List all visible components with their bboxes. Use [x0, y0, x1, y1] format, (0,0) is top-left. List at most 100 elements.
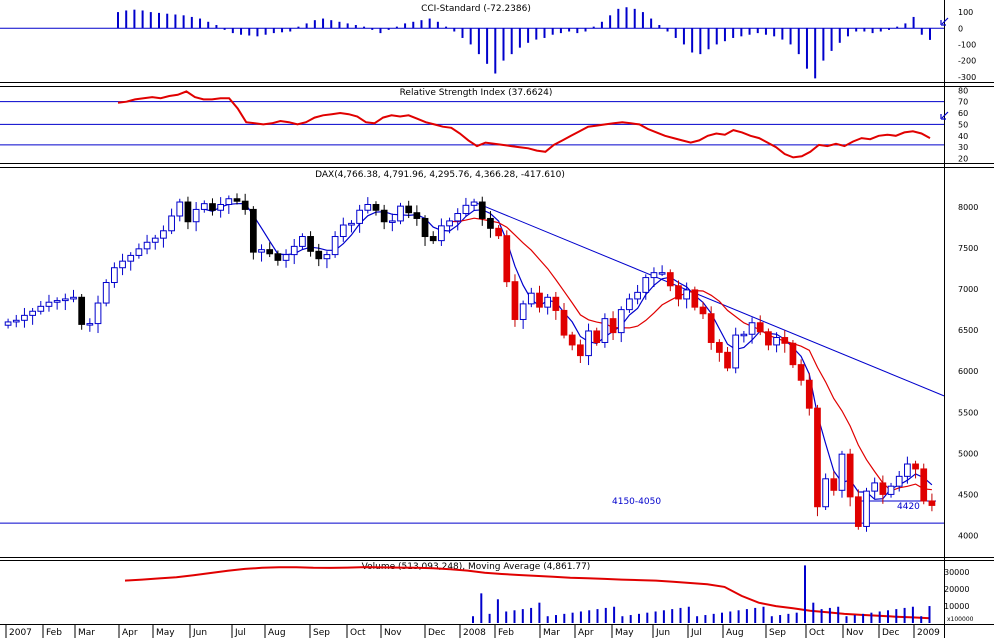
- volume-tick-label: 10000: [944, 602, 969, 611]
- candle-up: [470, 201, 478, 206]
- trendline: [473, 201, 945, 397]
- candle-down: [380, 209, 388, 223]
- x-tick-label: Jun: [655, 628, 670, 638]
- candle-down: [805, 379, 813, 409]
- x-tick-label: Nov: [846, 628, 864, 638]
- cci-title: CCI-Standard (-72.2386): [421, 4, 531, 14]
- candle-down: [307, 236, 314, 252]
- candle-up: [658, 272, 666, 275]
- candle-down: [707, 313, 715, 343]
- rsi-tick-label: 20: [958, 155, 968, 164]
- x-tick-label: Sep: [313, 628, 330, 638]
- x-tick-label: May: [615, 628, 634, 638]
- candle-down: [552, 296, 560, 311]
- price-tick-label: 7500: [958, 244, 978, 253]
- candle-up: [388, 220, 396, 223]
- candle-down: [495, 227, 502, 237]
- rsi-tick-label: 60: [958, 109, 968, 118]
- rsi-tick-label: 80: [958, 86, 968, 95]
- candle-down: [487, 217, 494, 229]
- candle-up: [887, 485, 895, 495]
- candle-up: [282, 254, 290, 261]
- candle-down: [511, 281, 519, 320]
- volume-tick-label: 20000: [944, 585, 969, 594]
- x-tick-label: Nov: [384, 628, 402, 638]
- price-tick-label: 8000: [958, 203, 978, 212]
- candle-up: [21, 314, 28, 321]
- candle-down: [797, 364, 805, 381]
- candle-up: [331, 236, 339, 256]
- candle-down: [568, 334, 576, 346]
- candle-down: [78, 296, 86, 325]
- candle-up: [86, 323, 94, 326]
- candle-up: [527, 292, 535, 305]
- candle-down: [765, 331, 772, 346]
- candle-up: [53, 300, 61, 303]
- candle-up: [732, 334, 740, 369]
- candle-up: [626, 298, 633, 311]
- price-tick-label: 6000: [958, 367, 978, 376]
- candle-down: [233, 198, 241, 202]
- candle-up: [217, 203, 225, 211]
- candle-down: [593, 330, 601, 343]
- x-tick-label: Aug: [726, 628, 744, 638]
- candle-down: [699, 306, 707, 315]
- arrow-down-left-icon: [940, 17, 949, 26]
- support2-label: 4420: [897, 502, 920, 512]
- candle-up: [258, 249, 265, 253]
- candle-down: [609, 318, 617, 334]
- cci-tick-label: 0: [958, 24, 963, 33]
- candle-down: [756, 322, 764, 333]
- x-tick-label: Aug: [268, 628, 286, 638]
- candle-down: [691, 289, 699, 308]
- candle-up: [111, 267, 118, 284]
- candle-down: [920, 468, 928, 502]
- candle-up: [70, 296, 77, 300]
- candle-up: [299, 236, 306, 247]
- candle-up: [773, 337, 780, 346]
- cci-tick-label: -200: [958, 57, 976, 66]
- candle-down: [781, 337, 789, 344]
- candle-up: [61, 298, 69, 302]
- x-tick-label: Apr: [122, 628, 138, 638]
- candle-up: [634, 291, 641, 300]
- candle-up: [397, 205, 404, 222]
- candle-up: [642, 277, 650, 293]
- candle-down: [912, 463, 919, 470]
- rsi-tick-label: 70: [958, 98, 968, 107]
- candle-down: [675, 285, 682, 300]
- candle-up: [454, 213, 462, 222]
- candle-up: [895, 475, 903, 487]
- candle-down: [879, 482, 887, 495]
- candle-up: [822, 478, 829, 508]
- price-tick-label: 7000: [958, 285, 978, 294]
- x-tick-label: Dec: [882, 628, 899, 638]
- candle-up: [863, 490, 870, 527]
- candle-down: [372, 203, 380, 211]
- sma-slow-line: [449, 217, 932, 492]
- candle-up: [29, 310, 36, 316]
- candle-up: [323, 254, 331, 260]
- candle-up: [740, 333, 748, 337]
- candle-down: [536, 292, 543, 308]
- candle-up: [102, 282, 110, 304]
- cci-tick-label: -100: [958, 40, 976, 49]
- candle-up: [135, 248, 143, 256]
- x-tick-label: 2008: [463, 628, 486, 638]
- x-tick-label: Oct: [350, 628, 366, 638]
- x-tick-label: Oct: [809, 628, 825, 638]
- candle-up: [617, 309, 625, 334]
- candle-down: [789, 342, 797, 366]
- candle-down: [249, 208, 257, 253]
- candle-up: [748, 322, 756, 335]
- candle-up: [904, 463, 911, 477]
- support-label: 4150-4050: [612, 497, 661, 507]
- candle-up: [356, 209, 363, 224]
- candle-up: [168, 215, 175, 232]
- candle-down: [503, 235, 511, 283]
- candle-up: [348, 222, 355, 226]
- candle-down: [724, 351, 731, 369]
- volume-unit-label: x100000: [947, 616, 974, 623]
